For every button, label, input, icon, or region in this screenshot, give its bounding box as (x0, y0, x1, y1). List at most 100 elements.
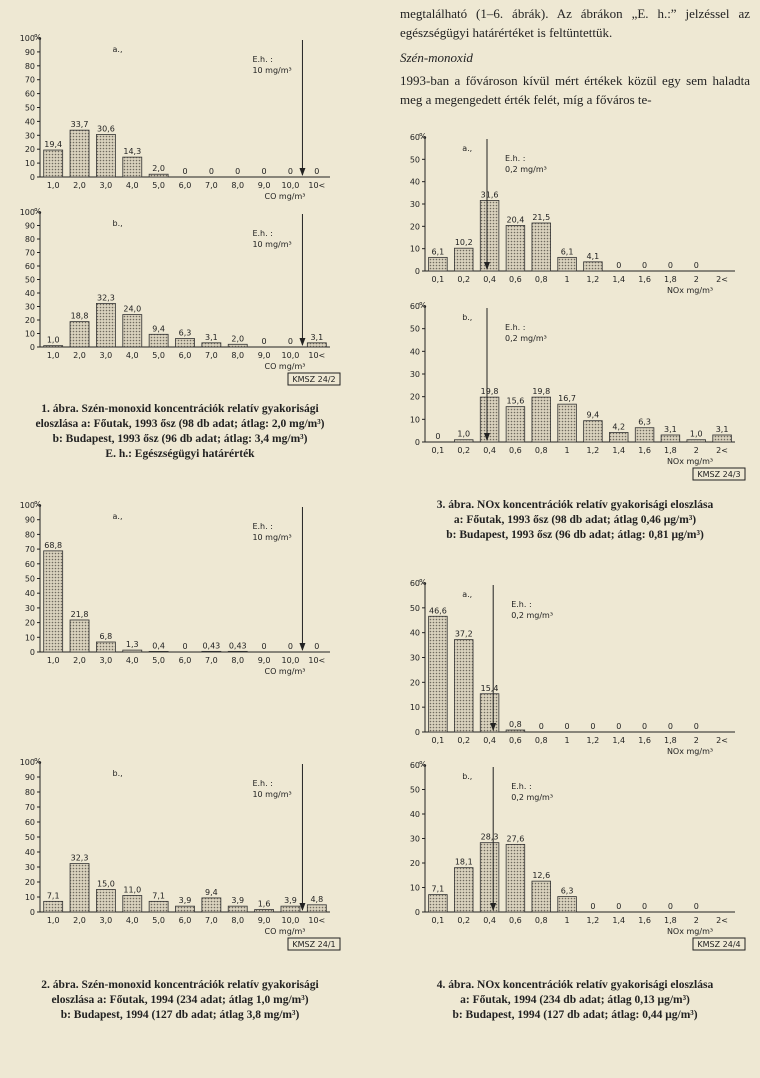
bar (175, 338, 195, 348)
limit-label: E.h. : (511, 600, 531, 609)
x-tick-label: 1 (565, 275, 570, 284)
limit-arrow-head (484, 262, 490, 270)
bar (43, 345, 64, 348)
value-label: 0,43 (229, 641, 247, 650)
x-axis-label: CO mg/m³ (265, 667, 306, 676)
value-label: 21,8 (71, 610, 89, 619)
bar (175, 905, 195, 913)
value-label: 19,4 (44, 140, 62, 149)
y-tick-label: 60 (25, 262, 35, 271)
x-axis-label: CO mg/m³ (265, 192, 306, 201)
value-label: 1,0 (457, 430, 470, 439)
x-tick-label: 1,8 (664, 446, 677, 455)
bar (227, 343, 248, 348)
y-tick-label: 60 (410, 302, 420, 311)
x-tick-label: 0,2 (457, 736, 470, 745)
limit-value: 10 mg/m³ (252, 533, 291, 542)
bar (280, 905, 301, 913)
value-label: 6,3 (179, 328, 192, 337)
value-label: 0 (288, 642, 293, 651)
x-axis-label: NOx mg/m³ (667, 286, 713, 295)
x-axis-label: NOx mg/m³ (667, 747, 713, 756)
bar (557, 896, 577, 913)
x-tick-label: 0,1 (432, 736, 445, 745)
stamp: KMSZ 24/1 (292, 940, 335, 949)
y-tick-label: 80 (25, 235, 35, 244)
x-tick-label: 8,0 (231, 916, 244, 925)
x-tick-label: 10< (308, 656, 325, 665)
x-tick-label: 5,0 (152, 181, 165, 190)
value-label: 0,43 (202, 641, 220, 650)
value-label: 3,1 (205, 333, 218, 342)
y-tick-label: 50 (25, 575, 35, 584)
value-label: 3,9 (179, 896, 192, 905)
panel-letter: b., (462, 772, 472, 781)
y-tick-label: 20 (25, 878, 35, 887)
caption: 2. ábra. Szén-monoxid koncentrációk rela… (15, 978, 345, 1023)
y-tick-label: 90 (25, 516, 35, 525)
y-unit: % (419, 578, 427, 587)
x-tick-label: 1,0 (47, 916, 60, 925)
value-label: 6,3 (561, 887, 574, 896)
value-label: 0,4 (152, 641, 165, 650)
x-tick-label: 10< (308, 351, 325, 360)
bar (454, 247, 474, 272)
y-tick-label: 0 (415, 438, 420, 447)
value-label: 0 (262, 167, 267, 176)
stamp-box (287, 937, 341, 951)
y-tick-label: 100 (20, 501, 35, 510)
value-label: 9,4 (205, 888, 218, 897)
y-tick-label: 0 (415, 267, 420, 276)
y-tick-label: 10 (410, 703, 420, 712)
value-label: 6,3 (638, 418, 651, 427)
limit-arrow-head (484, 433, 490, 441)
x-tick-label: 1,2 (587, 736, 600, 745)
panel-letter: a., (113, 45, 123, 54)
y-tick-label: 30 (410, 835, 420, 844)
value-label: 2,0 (152, 164, 165, 173)
limit-label: E.h. : (511, 782, 531, 791)
bar (96, 134, 116, 178)
x-tick-label: 1,2 (587, 916, 600, 925)
x-tick-label: 2< (716, 736, 728, 745)
panel-letter: a., (462, 144, 472, 153)
limit-label: E.h. : (252, 55, 272, 64)
value-label: 7,1 (432, 885, 445, 894)
x-tick-label: 0,4 (483, 736, 496, 745)
y-tick-label: 30 (410, 654, 420, 663)
y-tick-label: 50 (410, 325, 420, 334)
y-tick-label: 60 (410, 579, 420, 588)
bar (122, 895, 143, 913)
x-tick-label: 5,0 (152, 916, 165, 925)
x-axis-label: NOx mg/m³ (667, 457, 713, 466)
x-tick-label: 0,6 (509, 916, 522, 925)
limit-label: E.h. : (505, 154, 525, 163)
x-tick-label: 0,8 (535, 446, 548, 455)
panel-letter: b., (113, 769, 123, 778)
x-tick-label: 0,4 (483, 916, 496, 925)
x-tick-label: 10< (308, 181, 325, 190)
y-tick-label: 10 (25, 330, 35, 339)
y-tick-label: 30 (25, 604, 35, 613)
limit-value: 10 mg/m³ (252, 66, 291, 75)
value-label: 46,6 (429, 606, 447, 615)
value-label: 0 (539, 722, 544, 731)
value-label: 1,3 (126, 640, 139, 649)
x-tick-label: 0,1 (432, 446, 445, 455)
value-label: 0 (668, 902, 673, 911)
caption-line: E. h.: Egészségügyi határérték (105, 448, 255, 460)
value-label: 0 (694, 902, 699, 911)
value-label: 7,1 (152, 891, 165, 900)
value-label: 30,6 (97, 124, 115, 133)
y-tick-label: 40 (410, 178, 420, 187)
x-tick-label: 6,0 (179, 351, 192, 360)
x-tick-label: 1,0 (47, 181, 60, 190)
bar (96, 302, 116, 348)
stamp: KMSZ 24/4 (697, 940, 740, 949)
x-tick-label: 5,0 (152, 656, 165, 665)
bar (227, 650, 248, 653)
x-tick-label: 4,0 (126, 656, 139, 665)
x-tick-label: 9,0 (258, 656, 271, 665)
y-tick-label: 0 (415, 728, 420, 737)
limit-value: 0,2 mg/m³ (511, 793, 553, 802)
